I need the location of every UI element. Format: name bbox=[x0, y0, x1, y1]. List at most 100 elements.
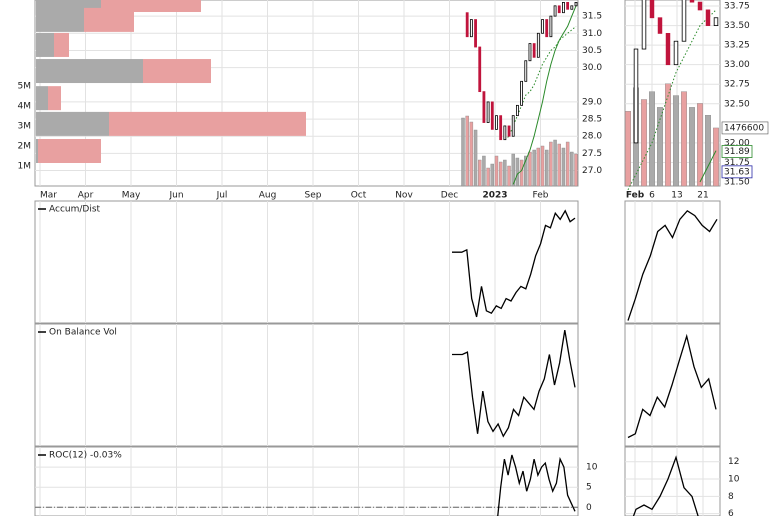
value-tag-label: 1476600 bbox=[724, 123, 764, 133]
volume-bar bbox=[486, 167, 490, 187]
x-tick-label: Feb bbox=[533, 191, 549, 201]
y-tick-label: 28.0 bbox=[582, 132, 602, 142]
y-tick-label: 6 bbox=[728, 509, 734, 516]
y-tick-label: 31.50 bbox=[724, 178, 750, 188]
volume-bar bbox=[528, 151, 532, 187]
y-tick-label: 31.75 bbox=[724, 158, 750, 168]
candle bbox=[486, 101, 490, 123]
volume-bar bbox=[515, 157, 520, 187]
candle bbox=[520, 80, 524, 106]
volume-bar bbox=[473, 129, 478, 187]
panel-frame bbox=[624, 200, 721, 324]
volume-bar bbox=[469, 121, 474, 187]
volume-bar bbox=[553, 139, 557, 187]
vbp-down-bar bbox=[84, 7, 134, 32]
candle bbox=[469, 19, 473, 38]
volume-bar bbox=[649, 91, 655, 187]
ma-slow-line bbox=[512, 5, 577, 185]
candle bbox=[507, 125, 511, 137]
panel-frame bbox=[34, 200, 579, 324]
volume-bar bbox=[625, 111, 631, 187]
panel-frame bbox=[34, 323, 579, 447]
candle bbox=[570, 5, 574, 10]
volume-bar bbox=[461, 117, 465, 187]
candle bbox=[545, 19, 549, 38]
vbp-up-bar bbox=[36, 32, 54, 57]
indicator-line bbox=[452, 329, 576, 438]
candle bbox=[524, 60, 528, 82]
ma-fast-line bbox=[504, 26, 577, 141]
y-tick-label: 28.5 bbox=[582, 115, 602, 125]
candle bbox=[482, 91, 486, 123]
volume-tick-label: 3M bbox=[18, 122, 32, 132]
y-tick-label: 33.25 bbox=[724, 41, 750, 51]
y-tick-label: 27.0 bbox=[582, 166, 602, 176]
volume-bar bbox=[561, 147, 566, 187]
y-tick-label: 31.0 bbox=[582, 29, 602, 39]
ma-slow-line bbox=[699, 150, 717, 183]
vbp-down-bar bbox=[109, 111, 306, 136]
x-tick-label: 6 bbox=[649, 191, 655, 201]
y-tick-label: 10 bbox=[586, 463, 598, 473]
volume-bar bbox=[565, 141, 570, 187]
candle bbox=[490, 101, 494, 130]
candle bbox=[566, 2, 570, 10]
volume-bar bbox=[574, 153, 578, 187]
vbp-up-bar bbox=[36, 138, 38, 163]
volume-bar bbox=[641, 99, 647, 187]
panel-frame bbox=[34, 446, 579, 516]
x-tick-label: Feb bbox=[626, 191, 645, 201]
panel-title: Accum/Dist bbox=[49, 205, 101, 215]
candle bbox=[673, 40, 679, 66]
panel-frame bbox=[624, 0, 721, 187]
price-tag-label: 31.89 bbox=[724, 147, 750, 157]
y-tick-label: 30.5 bbox=[582, 46, 602, 56]
volume-bar bbox=[536, 147, 541, 187]
candle bbox=[689, 0, 695, 3]
volume-bar bbox=[478, 159, 482, 187]
volume-bar bbox=[697, 103, 703, 187]
volume-bar bbox=[549, 141, 553, 187]
indicator-line bbox=[627, 333, 717, 439]
volume-bar bbox=[482, 155, 486, 187]
vbp-up-bar bbox=[36, 7, 84, 32]
volume-bar bbox=[511, 153, 515, 187]
vbp-down-bar bbox=[143, 59, 211, 84]
x-tick-label: Sep bbox=[305, 191, 322, 201]
y-tick-label: 10 bbox=[728, 475, 740, 485]
candle bbox=[557, 5, 561, 14]
candle bbox=[495, 115, 498, 130]
y-tick-label: 31.5 bbox=[582, 12, 602, 22]
volume-bar bbox=[498, 161, 503, 187]
volume-bar bbox=[532, 149, 536, 187]
candle bbox=[633, 48, 639, 144]
candle bbox=[465, 12, 469, 38]
x-tick-label: Oct bbox=[351, 191, 367, 201]
y-tick-label: 5 bbox=[586, 483, 592, 493]
volume-bar bbox=[665, 83, 671, 187]
candle bbox=[503, 125, 507, 141]
candle bbox=[549, 15, 553, 38]
candle bbox=[541, 19, 544, 34]
volume-tick-label: 4M bbox=[18, 102, 32, 112]
volume-tick-label: 5M bbox=[18, 82, 32, 92]
x-tick-label: Aug bbox=[259, 191, 277, 201]
volume-bar bbox=[524, 155, 528, 187]
vbp-up-bar bbox=[36, 59, 143, 84]
candle bbox=[697, 1, 703, 11]
y-tick-label: 33.75 bbox=[724, 2, 750, 12]
candle bbox=[649, 0, 655, 19]
candle bbox=[474, 19, 477, 48]
volume-bar bbox=[705, 115, 711, 187]
candle bbox=[499, 115, 503, 141]
candle bbox=[562, 2, 565, 14]
price-tag-label: 31.63 bbox=[724, 167, 750, 177]
volume-bar bbox=[540, 145, 545, 187]
volume-bar bbox=[657, 107, 663, 187]
x-tick-label: May bbox=[122, 191, 141, 201]
vbp-up-bar bbox=[36, 111, 109, 136]
x-tick-label: Jun bbox=[168, 191, 183, 201]
candle bbox=[681, 0, 687, 42]
volume-bar bbox=[490, 163, 495, 187]
